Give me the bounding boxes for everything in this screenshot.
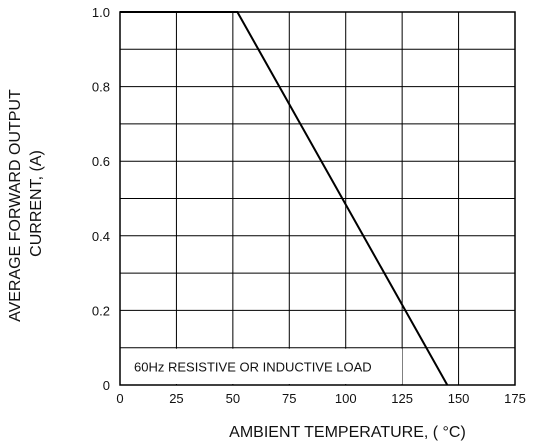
grid — [120, 12, 515, 385]
x-tick-label: 0 — [116, 391, 123, 406]
x-tick-labels: 0 25 50 75 100 125 150 175 — [116, 391, 525, 406]
x-tick-label: 25 — [169, 391, 183, 406]
y-axis-title-line-1: AVERAGE FORWARD OUTPUT — [7, 89, 24, 322]
load-condition-annotation: 60Hz RESISTIVE OR INDUCTIVE LOAD — [134, 359, 372, 374]
x-tick-label: 125 — [391, 391, 413, 406]
x-tick-label: 100 — [335, 391, 357, 406]
y-tick-label: 0.2 — [92, 303, 110, 318]
y-axis-title: AVERAGE FORWARD OUTPUT CURRENT, (A) — [7, 85, 45, 322]
y-tick-label: 0.4 — [92, 229, 110, 244]
x-tick-label: 50 — [226, 391, 240, 406]
x-axis-title: AMBIENT TEMPERATURE, ( °C) — [229, 424, 466, 441]
y-tick-label: 1.0 — [92, 5, 110, 20]
x-tick-label: 75 — [282, 391, 296, 406]
y-axis-title-line-2: CURRENT, (A) — [28, 150, 45, 257]
x-tick-label: 175 — [504, 391, 526, 406]
derating-curve — [120, 11, 449, 386]
x-tick-label: 150 — [448, 391, 470, 406]
y-tick-label: 0.8 — [92, 80, 110, 95]
y-tick-label: 0.6 — [92, 154, 110, 169]
y-tick-label: 0 — [103, 378, 110, 393]
plot-frame — [119, 11, 516, 386]
annotation-background — [121, 348, 403, 384]
y-tick-labels: 0 0.2 0.4 0.6 0.8 1.0 — [92, 5, 110, 393]
